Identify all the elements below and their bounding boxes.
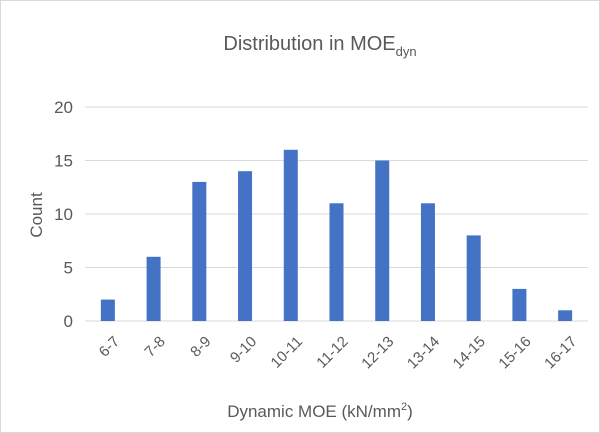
- bar-7-8: [146, 256, 161, 321]
- y-tick-label: 0: [64, 312, 73, 331]
- y-tick-label: 15: [54, 152, 73, 171]
- chart-title: Distribution in MOEdyn: [223, 33, 416, 59]
- bars: [100, 149, 573, 321]
- bar-16-17: [558, 310, 573, 321]
- x-axis-title-superscript: 2: [401, 401, 407, 413]
- bar-13-14: [420, 203, 435, 321]
- y-tick-label: 5: [64, 259, 73, 278]
- bar-14-15: [466, 235, 481, 321]
- x-axis-title: Dynamic MOE (kN/mm2): [227, 401, 413, 421]
- x-axis-title-suffix: ): [407, 402, 413, 421]
- bar-9-10: [238, 171, 253, 321]
- chart-title-main: Distribution in MOE: [223, 33, 395, 55]
- bar-12-13: [375, 160, 390, 321]
- bar-10-11: [283, 149, 298, 321]
- x-axis-title-main: Dynamic MOE (kN/mm: [227, 402, 401, 421]
- chart-title-subscript: dyn: [396, 44, 417, 59]
- y-tick-label: 10: [54, 205, 73, 224]
- bar-11-12: [329, 203, 344, 321]
- y-axis-title: Count: [27, 192, 46, 238]
- bar-15-16: [512, 288, 527, 321]
- bar-8-9: [192, 181, 207, 321]
- y-tick-labels: 0 5 10 15 20: [54, 98, 73, 331]
- bar-6-7: [100, 299, 115, 321]
- y-tick-label: 20: [54, 98, 73, 117]
